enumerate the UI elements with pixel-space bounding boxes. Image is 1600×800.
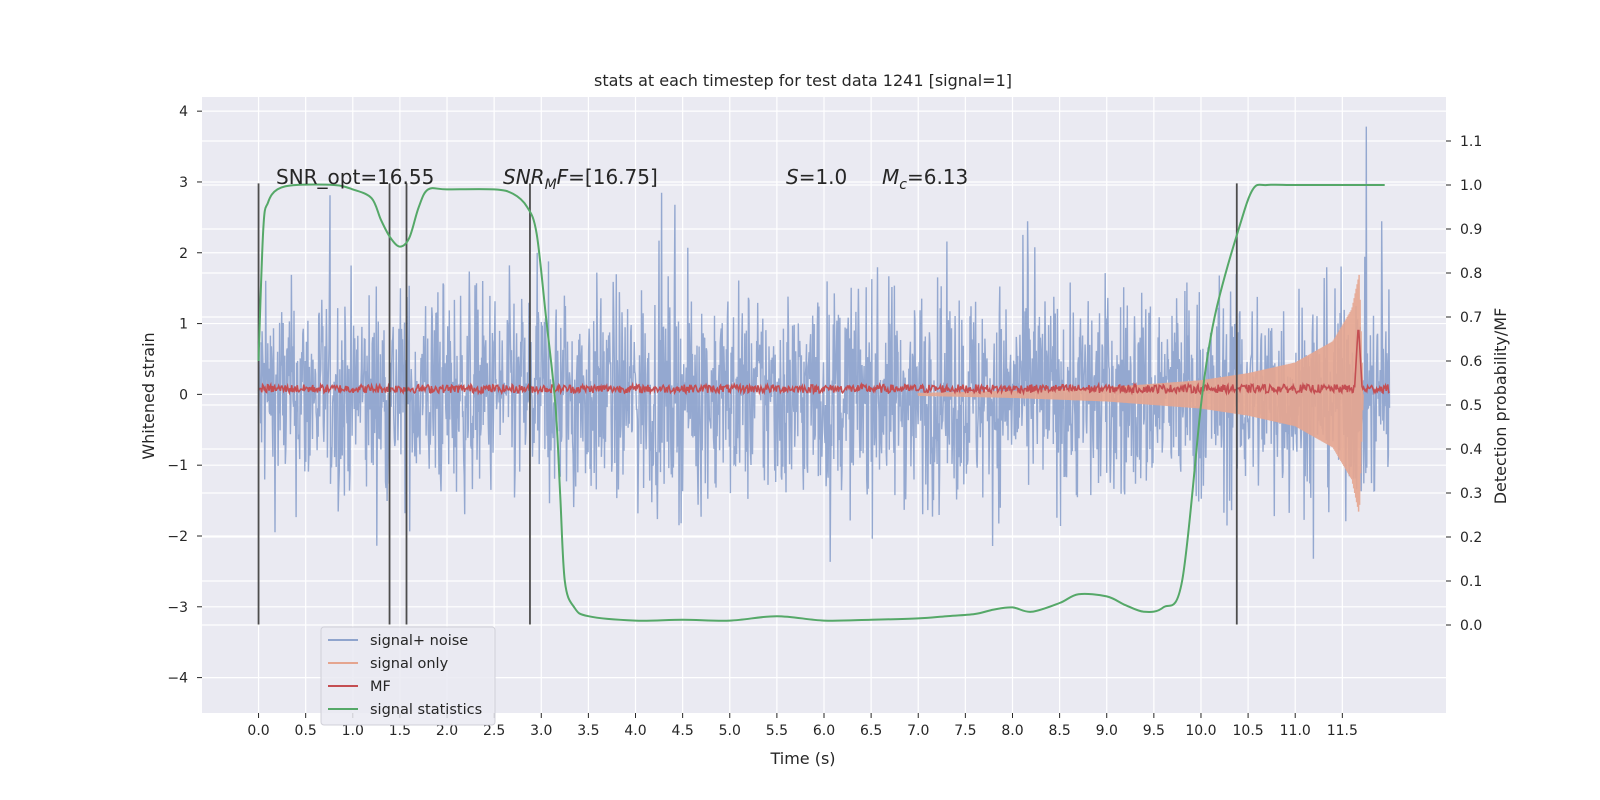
x-tick-label: 8.0: [1001, 723, 1023, 739]
annotation-snr-mf-f: F: [557, 165, 569, 189]
x-tick-label: 4.5: [672, 723, 694, 739]
y-left-tick-label: 2: [179, 246, 188, 262]
x-tick-label: 8.5: [1048, 723, 1070, 739]
y-axis-right-label: Detection probability/MF: [1491, 308, 1510, 505]
x-tick-label: 6.5: [860, 723, 882, 739]
x-tick-label: 0.5: [295, 723, 317, 739]
annotation-snr-mf-value: =[16.75]: [568, 165, 658, 189]
y-left-tick-label: 4: [179, 104, 188, 120]
annotation-s: S=1.0: [786, 165, 847, 189]
x-axis-ticks: 0.0 0.5 1.0 1.5 2.0 2.5 3.0 3.5 4.0 4.5 5.0 5.5 6.0 6…: [247, 713, 1358, 739]
annotation-snr-mf-subscript: M: [545, 177, 557, 193]
x-tick-label: 7.5: [954, 723, 976, 739]
annotation-mc-symbol: M: [882, 165, 899, 189]
signal-statistics-line: [257, 183, 1385, 622]
y-left-tick-label: −4: [167, 671, 188, 687]
annotation-mc-subscript: c: [899, 177, 907, 193]
x-tick-label: 2.0: [436, 723, 458, 739]
x-tick-label: 5.5: [766, 723, 788, 739]
legend-label-signal-statistics: signal statistics: [370, 702, 482, 718]
y-right-tick-label: 0.5: [1460, 398, 1482, 414]
series-mf: [257, 329, 1390, 397]
y-right-tick-label: 0.4: [1460, 442, 1482, 458]
annotation-mc-value: =6.13: [907, 165, 968, 189]
x-tick-label: 0.0: [247, 723, 269, 739]
x-tick-label: 3.0: [530, 723, 552, 739]
x-tick-label: 11.0: [1280, 723, 1311, 739]
series-signal-statistics: [257, 183, 1385, 622]
annotation-mc: Mc=6.13: [882, 165, 968, 193]
legend: signal+ noise signal only MF signal stat…: [320, 626, 496, 726]
y-left-tick-label: 1: [179, 317, 188, 333]
x-tick-label: 11.5: [1327, 723, 1358, 739]
x-axis-label: Time (s): [769, 749, 835, 768]
annotation-snr-mf: SNRMF=[16.75]: [503, 165, 658, 193]
legend-label-mf: MF: [370, 679, 391, 695]
x-tick-label: 5.0: [719, 723, 741, 739]
x-tick-label: 9.0: [1096, 723, 1118, 739]
y-right-tick-label: 1.1: [1460, 134, 1482, 150]
x-tick-label: 7.0: [907, 723, 929, 739]
y-right-tick-label: 0.6: [1460, 354, 1482, 370]
x-tick-label: 4.0: [624, 723, 646, 739]
mf-line: [257, 329, 1390, 397]
y-right-tick-label: 0.9: [1460, 222, 1482, 238]
y-left-tick-label: 3: [179, 175, 188, 191]
signal-noise-line: [257, 126, 1391, 562]
y-right-tick-label: 0.1: [1460, 574, 1482, 590]
y-right-tick-label: 0.8: [1460, 266, 1482, 282]
y-right-tick-label: 0.0: [1460, 618, 1482, 634]
y-left-tick-label: −2: [167, 529, 188, 545]
y-left-tick-label: 0: [179, 387, 188, 403]
annotation-s-value: =1.0: [799, 165, 848, 189]
vertical-markers: [257, 183, 1238, 625]
x-tick-label: 3.5: [577, 723, 599, 739]
y-right-tick-label: 0.7: [1460, 310, 1482, 326]
chart-title: stats at each timestep for test data 124…: [594, 71, 1012, 90]
x-tick-label: 1.5: [389, 723, 411, 739]
annotation-snr-mf-symbol: SNR: [503, 165, 545, 189]
y-right-tick-label: 1.0: [1460, 178, 1482, 194]
y-axis-right-ticks: 0.0 0.1 0.2 0.3 0.4 0.5 0.6 0.7 0.8 0.9 1.0 1.1: [1446, 134, 1482, 634]
x-tick-label: 2.5: [483, 723, 505, 739]
x-tick-label: 6.0: [813, 723, 835, 739]
y-axis-left-ticks: −4 −3 −2 −1 0 1 2 3 4: [167, 104, 202, 687]
series-signal-only: [917, 274, 1364, 512]
x-tick-label: 1.0: [342, 723, 364, 739]
signal-only-line: [917, 274, 1364, 512]
annotation-s-symbol: S: [786, 165, 799, 189]
y-left-tick-label: −3: [167, 600, 188, 616]
legend-label-signal-noise: signal+ noise: [370, 633, 468, 649]
x-tick-label: 10.5: [1233, 723, 1264, 739]
x-tick-label: 9.5: [1143, 723, 1165, 739]
y-left-tick-label: −1: [167, 458, 188, 474]
series-signal-noise: [257, 126, 1391, 562]
y-axis-left-label: Whitened strain: [139, 332, 158, 459]
annotation-snr-opt: SNR_opt=16.55: [276, 165, 434, 189]
legend-label-signal-only: signal only: [370, 656, 449, 672]
y-right-tick-label: 0.2: [1460, 530, 1482, 546]
x-tick-label: 10.0: [1185, 723, 1216, 739]
y-right-tick-label: 0.3: [1460, 486, 1482, 502]
legend-box: [320, 626, 496, 726]
